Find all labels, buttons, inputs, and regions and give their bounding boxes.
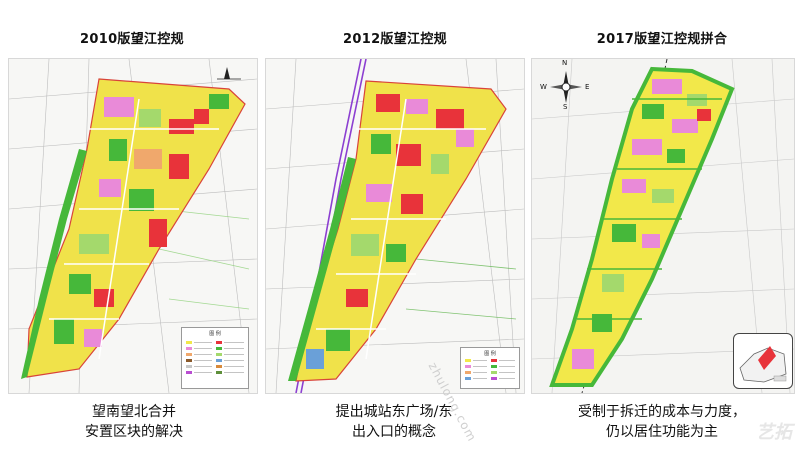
compass-e-label: E xyxy=(585,83,590,91)
caption-2017-line2: 仍以居住功能为主 xyxy=(606,424,718,440)
panel-title-2010: 2010版望江控规 xyxy=(80,32,184,47)
brand-logo: 艺拓 xyxy=(756,422,792,443)
compass-w-label: W xyxy=(540,83,547,91)
legend-2010: 图 例 xyxy=(181,327,249,389)
compass-2010 xyxy=(217,67,241,80)
panel-title-2017: 2017版望江控规拼合 xyxy=(596,32,728,47)
legend-title-2012: 图 例 xyxy=(484,351,496,357)
map-panel-2012: 图 例 xyxy=(265,58,525,394)
map-panel-2017: N S W E xyxy=(531,58,795,394)
caption-2010: 望南望北合并 安置区块的解决 xyxy=(4,402,264,442)
panel-title-2012: 2012版望江控规 xyxy=(343,32,447,47)
caption-2012-line2: 出入口的概念 xyxy=(352,424,436,440)
caption-2017-line1: 受制于拆迁的成本与力度， xyxy=(578,404,746,420)
compass-n-label: N xyxy=(562,59,568,67)
map-2010 xyxy=(9,59,257,393)
map-2017 xyxy=(532,59,794,393)
location-inset-map xyxy=(733,333,793,389)
compass-rose-icon xyxy=(550,71,582,103)
legend-swatches-2010 xyxy=(186,341,244,374)
map-panel-2010: 图 例 xyxy=(8,58,258,394)
caption-2010-line1: 望南望北合并 xyxy=(92,404,176,420)
map-2012 xyxy=(266,59,524,393)
caption-2012: 提出城站东广场/东 出入口的概念 xyxy=(264,402,524,442)
inset-map-graphic xyxy=(739,346,787,383)
legend-swatches-2012 xyxy=(465,359,515,380)
compass-2017: N S W E xyxy=(540,59,589,111)
caption-2010-line2: 安置区块的解决 xyxy=(85,424,183,440)
legend-2012: 图 例 xyxy=(460,347,520,389)
compass-s-label: S xyxy=(563,103,568,111)
caption-2017: 受制于拆迁的成本与力度， 仍以居住功能为主 xyxy=(532,402,792,442)
legend-title-2010: 图 例 xyxy=(209,331,221,337)
caption-2012-line1: 提出城站东广场/东 xyxy=(335,404,453,420)
